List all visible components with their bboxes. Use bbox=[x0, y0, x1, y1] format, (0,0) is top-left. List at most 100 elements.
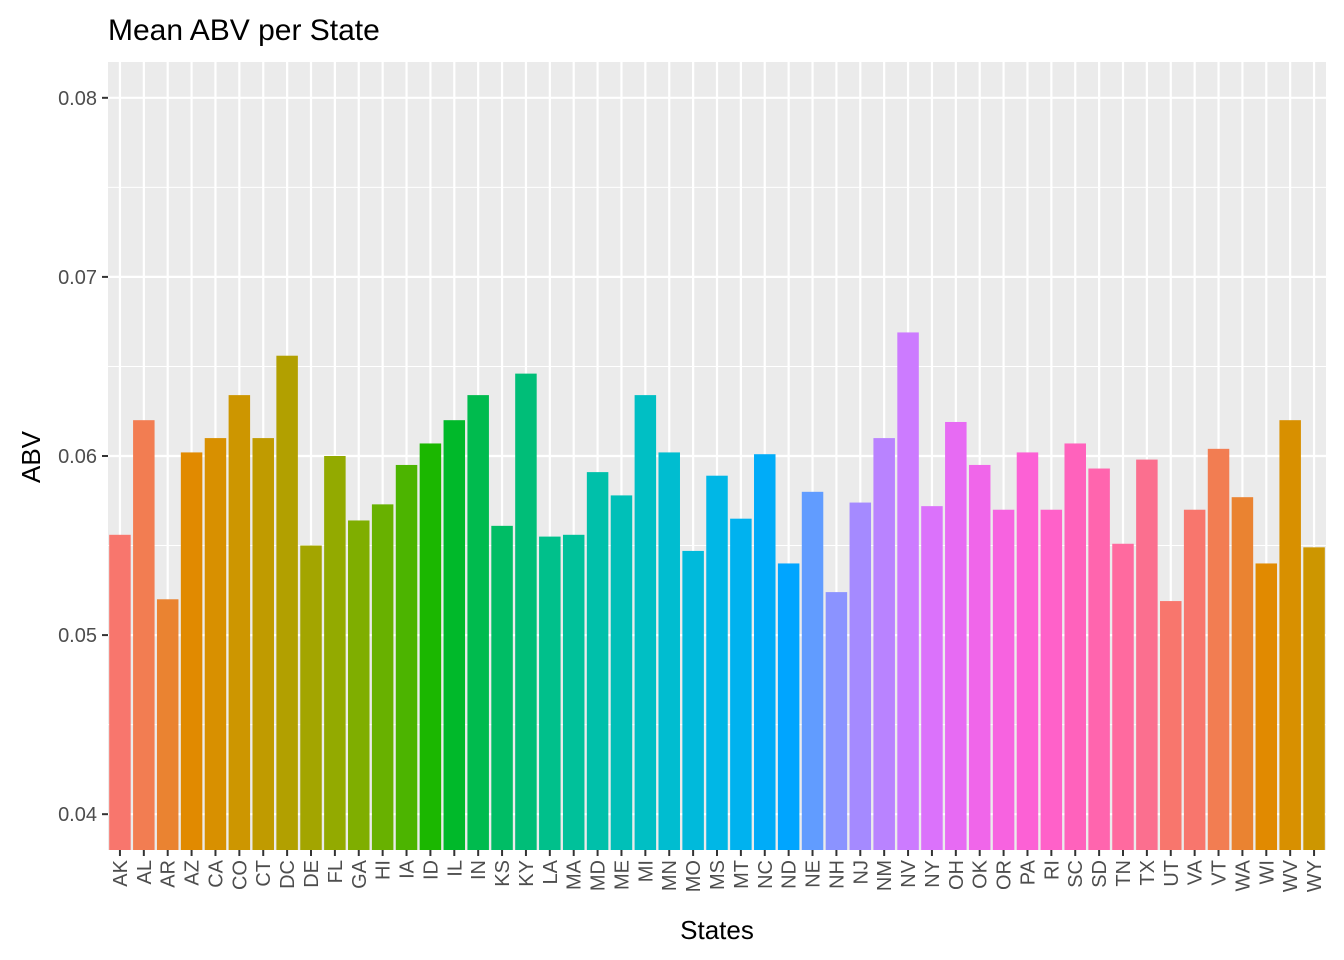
x-tick-label: WA bbox=[1232, 859, 1254, 891]
bar-vt bbox=[1207, 448, 1230, 850]
x-tick-label: TN bbox=[1113, 860, 1135, 887]
x-tick-label: RI bbox=[1041, 860, 1063, 880]
x-tick-label: PA bbox=[1017, 859, 1039, 885]
bar-hi bbox=[371, 504, 394, 850]
x-tick-label: MN bbox=[659, 860, 681, 891]
x-tick-label: OK bbox=[970, 859, 992, 889]
x-tick-label: AL bbox=[134, 860, 156, 884]
x-tick-label: NH bbox=[826, 860, 848, 889]
y-axis: 0.04 0.05 0.06 0.07 0.08 bbox=[58, 88, 108, 826]
bar-ok bbox=[968, 464, 991, 850]
x-tick-label: KY bbox=[516, 860, 538, 887]
x-tick-label: VT bbox=[1209, 860, 1231, 886]
bar-la bbox=[539, 536, 561, 850]
x-tick-label: FL bbox=[325, 860, 347, 883]
bar-dc bbox=[276, 355, 298, 850]
bar-ct bbox=[252, 438, 274, 850]
bar-de bbox=[300, 545, 322, 850]
bar-md bbox=[586, 472, 609, 850]
x-tick-label: MA bbox=[564, 859, 586, 890]
x-tick-label: OH bbox=[946, 860, 968, 890]
x-tick-label: MS bbox=[707, 860, 729, 890]
bar-in bbox=[467, 395, 489, 850]
bar-il bbox=[443, 420, 466, 850]
x-axis-title: States bbox=[680, 915, 754, 945]
chart-title: Mean ABV per State bbox=[108, 14, 380, 47]
x-tick-label: NM bbox=[874, 860, 896, 891]
bar-tx bbox=[1136, 459, 1158, 850]
bar-sc bbox=[1064, 443, 1086, 850]
y-axis-title: ABV bbox=[16, 430, 46, 483]
x-tick-label: CT bbox=[253, 860, 275, 887]
bar-wa bbox=[1231, 497, 1254, 850]
x-tick-label: NY bbox=[922, 860, 944, 888]
x-tick-label: ND bbox=[779, 860, 801, 889]
x-tick-label: LA bbox=[540, 859, 562, 884]
x-axis: AK AL AR AZ CA CO CT DC DE FL GA HI IA ID IL IN KS KY LA MA… bbox=[110, 850, 1326, 892]
bar-mn bbox=[658, 452, 680, 850]
bar-nm bbox=[873, 438, 895, 850]
bar-al bbox=[133, 420, 155, 850]
bar-ar bbox=[156, 599, 179, 850]
x-tick-label: MO bbox=[683, 860, 705, 892]
bar-fl bbox=[324, 456, 346, 850]
x-tick-label: UT bbox=[1161, 860, 1183, 887]
x-tick-label: IA bbox=[397, 859, 419, 879]
x-tick-label: TX bbox=[1137, 860, 1159, 886]
bar-ny bbox=[921, 506, 943, 850]
bar-pa bbox=[1016, 452, 1039, 850]
y-tick-label: 0.05 bbox=[58, 625, 97, 647]
bar-nv bbox=[897, 332, 919, 851]
bar-nj bbox=[849, 502, 872, 850]
x-tick-label: DC bbox=[277, 860, 299, 889]
bar-ri bbox=[1040, 509, 1063, 850]
x-tick-label: MD bbox=[588, 860, 610, 891]
bar-ne bbox=[801, 491, 824, 850]
bar-id bbox=[419, 443, 442, 850]
x-tick-label: WI bbox=[1256, 860, 1278, 884]
bar-or bbox=[992, 509, 1015, 850]
bar-me bbox=[610, 495, 633, 850]
x-tick-label: HI bbox=[373, 860, 395, 880]
x-tick-label: SD bbox=[1089, 860, 1111, 888]
x-tick-label: KS bbox=[492, 860, 514, 887]
x-tick-label: NC bbox=[755, 860, 777, 889]
x-tick-label: NV bbox=[898, 859, 920, 887]
bar-mi bbox=[634, 395, 657, 850]
x-tick-label: AZ bbox=[182, 860, 204, 886]
x-tick-label: SC bbox=[1065, 860, 1087, 888]
x-tick-label: AK bbox=[110, 859, 132, 886]
bar-nd bbox=[777, 563, 800, 850]
bar-ks bbox=[491, 525, 513, 850]
x-tick-label: IL bbox=[444, 860, 466, 877]
x-tick-label: MI bbox=[635, 860, 657, 882]
bar-mt bbox=[730, 518, 752, 850]
bar-ut bbox=[1160, 601, 1182, 850]
bar-co bbox=[228, 395, 251, 850]
y-tick-label: 0.04 bbox=[58, 804, 97, 826]
x-tick-label: GA bbox=[349, 859, 371, 889]
bar-oh bbox=[945, 421, 967, 850]
y-tick-label: 0.07 bbox=[58, 267, 97, 289]
x-tick-label: WV bbox=[1280, 859, 1302, 892]
y-tick-label: 0.08 bbox=[58, 88, 97, 110]
x-tick-label: VA bbox=[1185, 859, 1207, 885]
x-tick-label: ME bbox=[611, 860, 633, 890]
x-tick-label: CO bbox=[229, 860, 251, 890]
bar-az bbox=[180, 452, 203, 850]
bar-mo bbox=[682, 550, 704, 850]
bar-va bbox=[1183, 509, 1206, 850]
bar-tn bbox=[1112, 543, 1134, 850]
bar-nc bbox=[754, 454, 776, 850]
bar-ia bbox=[395, 464, 418, 850]
bar-ca bbox=[204, 438, 227, 850]
bar-nh bbox=[825, 592, 848, 850]
bar-wi bbox=[1255, 563, 1278, 850]
bar-sd bbox=[1088, 468, 1110, 850]
bar-ky bbox=[515, 373, 537, 850]
x-tick-label: IN bbox=[468, 860, 490, 880]
bars bbox=[109, 332, 1325, 851]
x-tick-label: OR bbox=[994, 860, 1016, 890]
bar-ak bbox=[109, 534, 131, 850]
